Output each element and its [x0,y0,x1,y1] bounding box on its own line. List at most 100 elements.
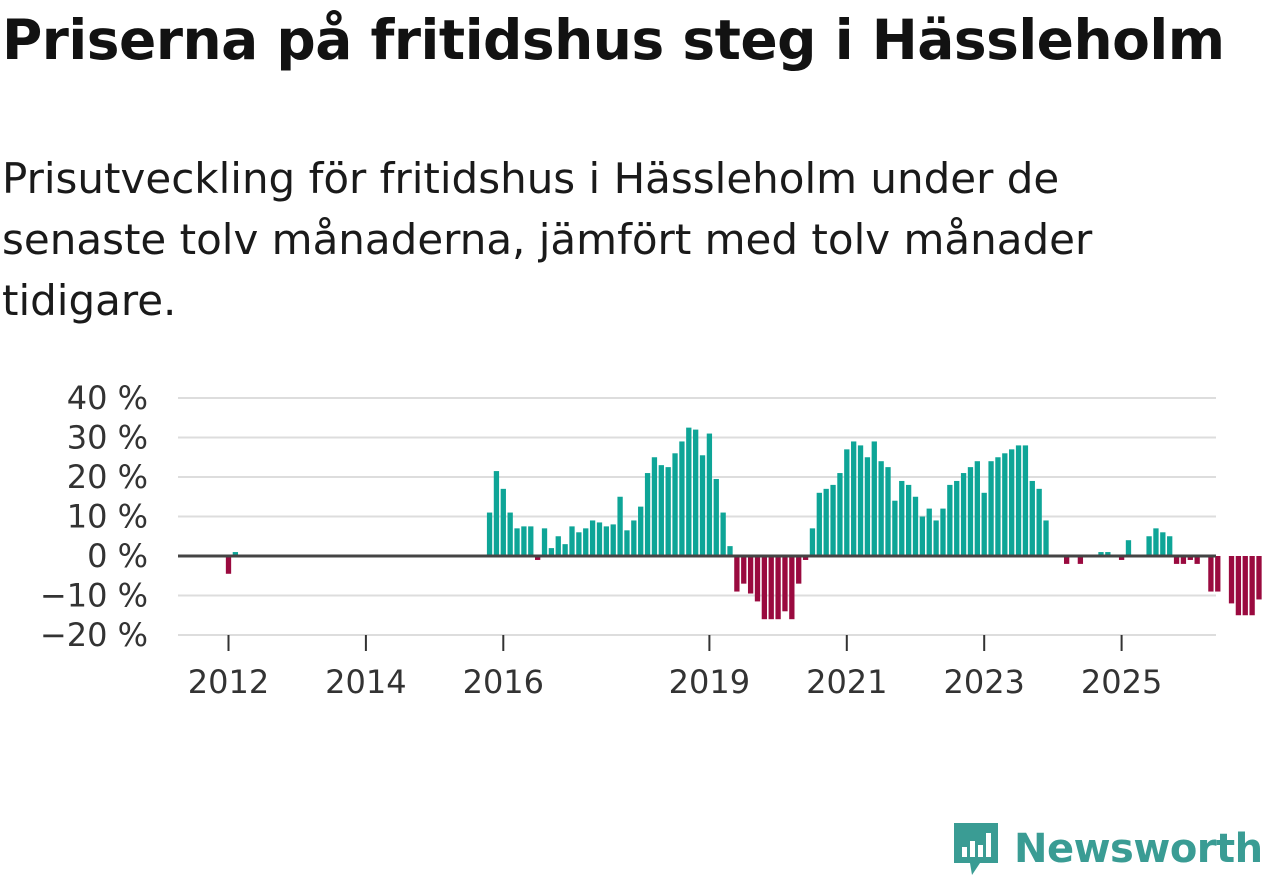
bar [954,480,960,556]
bar [693,429,699,556]
bar [837,473,843,556]
bar [706,433,713,556]
bar [802,556,809,560]
bar [789,556,795,620]
bar [569,526,575,557]
bar [885,467,891,557]
bar [720,512,726,556]
brand-name: Newsworthy [1014,826,1262,872]
bar [988,461,994,556]
bar [857,445,864,556]
bar [651,457,658,556]
bar [610,524,616,556]
bar [1167,536,1173,556]
bar [734,556,740,592]
y-tick-label: 30 % [67,419,148,457]
bar [500,488,506,556]
bar [816,492,822,556]
bar [1009,449,1015,556]
bar [754,556,761,602]
bar [644,473,651,556]
bar [1173,556,1180,564]
y-axis-ticks: 40 %30 %20 %10 %0 %−10 %−20 % [40,379,148,654]
bar [583,528,589,556]
bar [699,455,706,556]
bar [225,556,232,574]
bar [1242,556,1248,616]
bar [782,556,788,612]
y-tick-label: 40 % [67,379,148,417]
bar [768,556,774,620]
newsworthy-logo-icon [954,823,998,875]
y-tick-label: 20 % [67,458,148,496]
bar [1228,556,1235,604]
bar [555,536,561,556]
bar [1015,445,1022,556]
bar [864,457,871,556]
bar [981,492,987,556]
bar [713,478,719,556]
chart-subtitle: Prisutveckling för fritidshus i Hässleho… [2,154,1093,325]
bar [1105,552,1111,556]
bar [672,453,678,556]
y-tick-label: −10 % [40,577,148,615]
bar [747,556,754,594]
bar [232,552,239,556]
bar [541,528,548,556]
bar [809,528,816,556]
chart-title: Priserna på fritidshus steg i Hässleholm [2,8,1225,72]
bar [638,506,644,557]
bar [905,484,912,556]
bar [576,532,582,556]
bar [658,465,664,556]
bar [933,520,939,556]
bar [851,441,857,556]
bar [878,461,884,556]
bar [761,556,768,620]
bar [1249,556,1255,616]
bar [665,467,671,557]
bar [1022,445,1029,556]
y-tick-label: 0 % [87,537,148,575]
bar [844,449,850,556]
bar [535,556,541,560]
bar [892,500,898,556]
bar [1043,520,1049,556]
bar [507,512,513,556]
bar [775,556,781,620]
x-tick-label: 2025 [1081,663,1162,700]
bar [1160,532,1166,556]
bar [686,427,692,557]
bar [1146,536,1152,556]
bar [493,471,500,556]
bar [1098,552,1104,556]
x-tick-label: 2021 [806,663,887,700]
bar [830,484,836,556]
bar [624,530,630,556]
bar [960,473,967,556]
bar [521,526,527,557]
bar [596,522,603,556]
bar [1180,556,1187,564]
bar [1208,556,1214,592]
bar [912,496,919,556]
bar [1118,556,1125,560]
bar [514,528,520,556]
x-tick-label: 2012 [188,663,269,700]
bar [727,546,733,557]
bar [1235,556,1242,616]
bar [631,520,637,556]
y-tick-label: 10 % [67,498,148,536]
bar [548,548,555,556]
newsworthy-logo: Newsworthy [950,818,1262,880]
bar [617,496,623,556]
bar [562,544,568,556]
bar [947,484,953,556]
bar [796,556,802,584]
bar [823,488,829,556]
bar [589,520,596,556]
x-tick-label: 2023 [943,663,1024,700]
bar [899,480,905,556]
bar [871,441,877,556]
bar [940,508,946,556]
